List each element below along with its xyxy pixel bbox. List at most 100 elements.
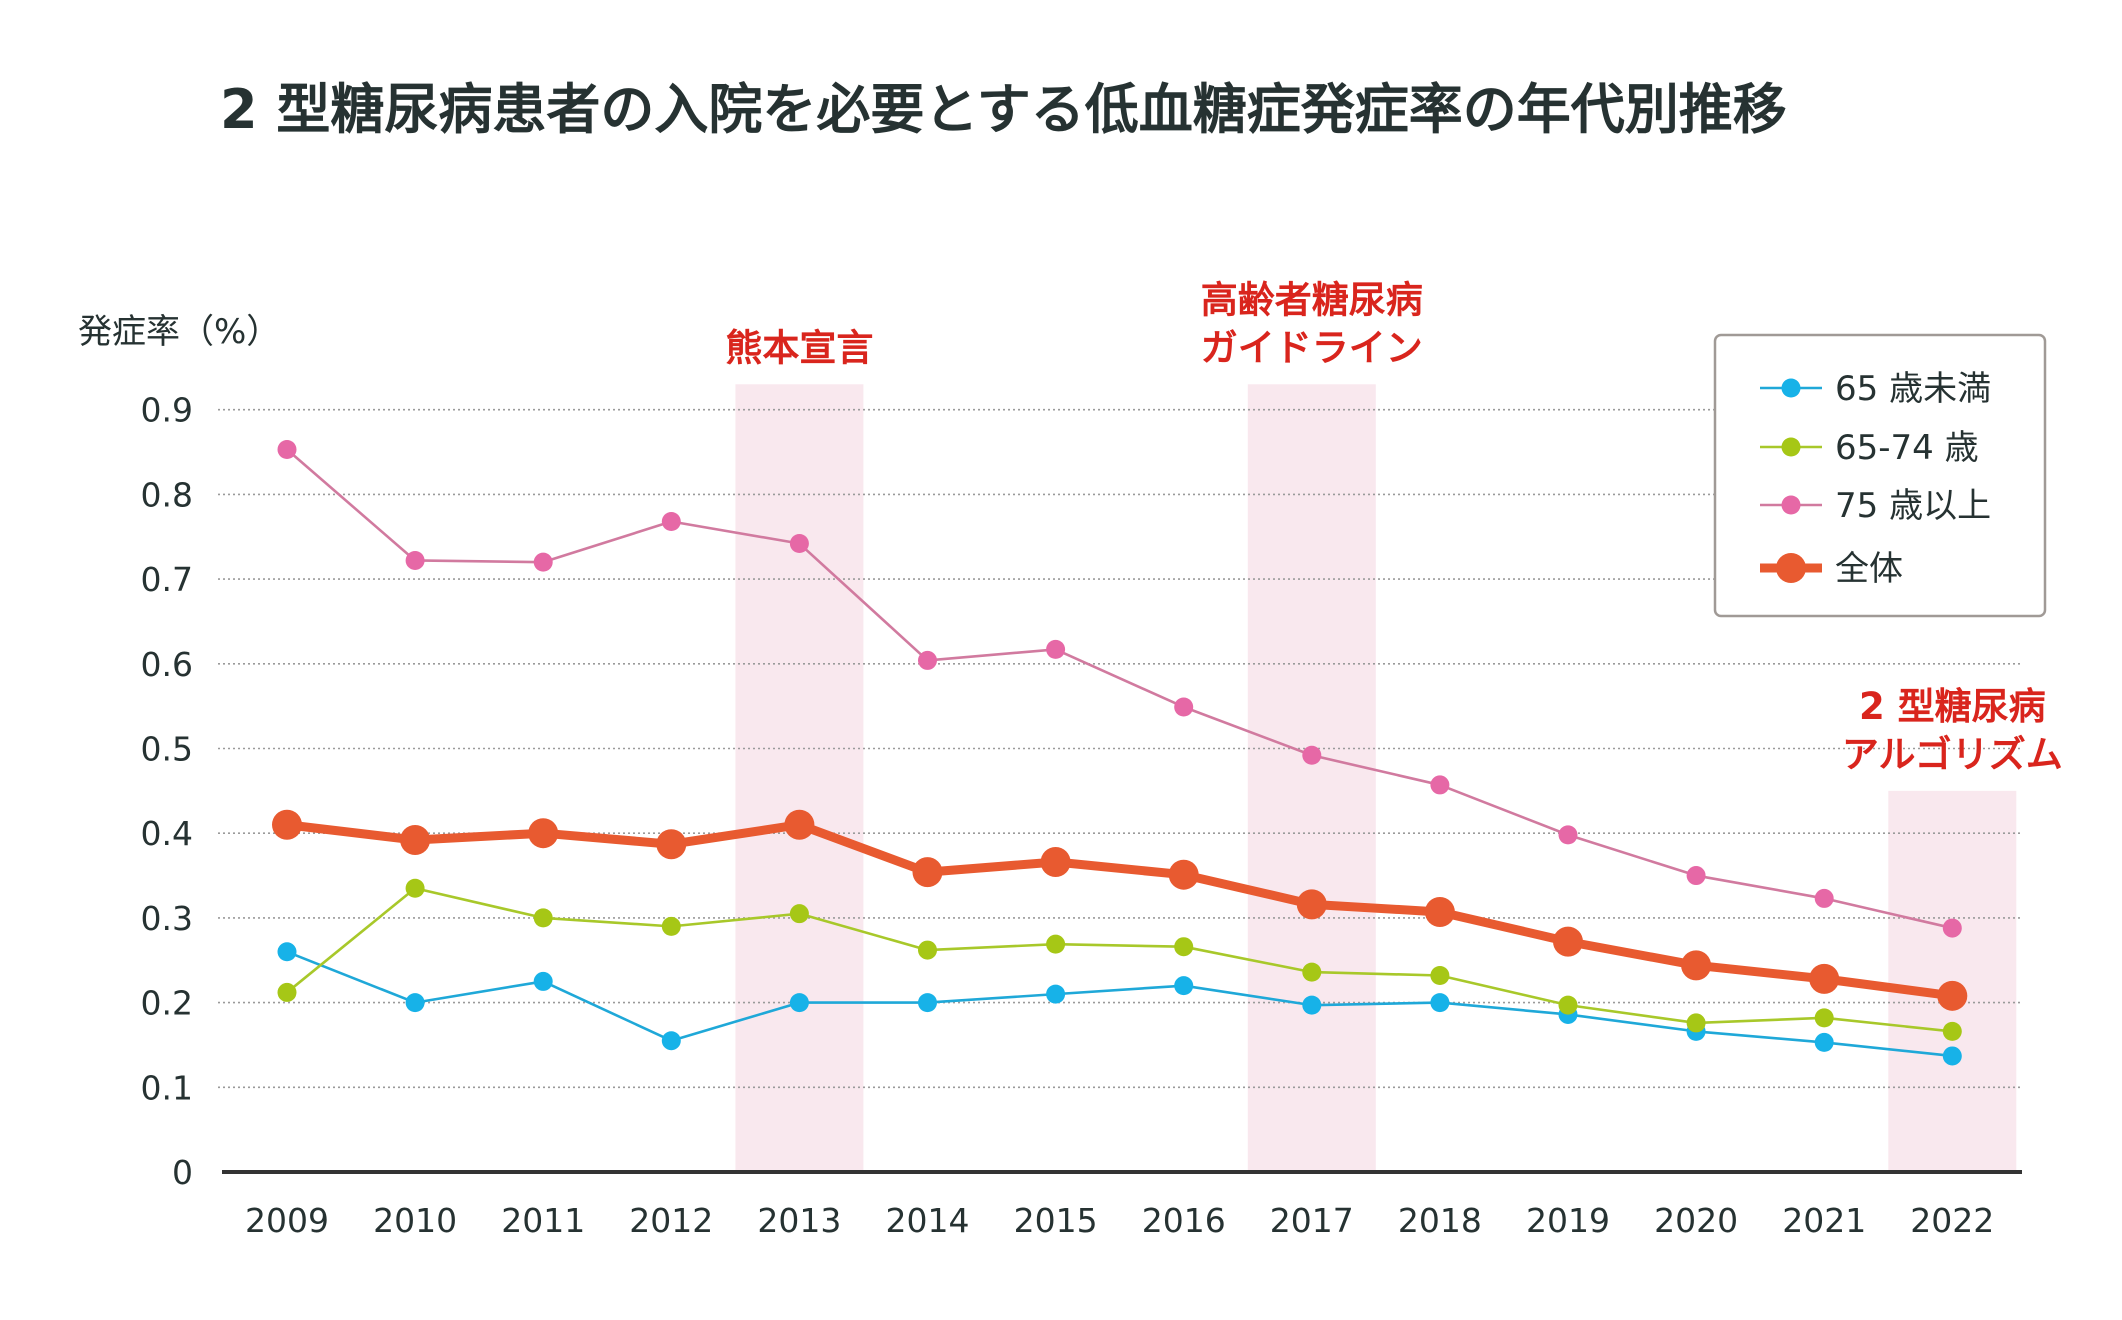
x-tick-label: 2015 [1014, 1201, 1098, 1240]
data-point [1296, 889, 1327, 920]
legend-item: 65-74 歳 [1760, 428, 1979, 468]
legend-item: 75 歳以上 [1760, 486, 1991, 526]
data-point [400, 824, 431, 855]
data-point [1942, 1046, 1962, 1066]
data-point [1174, 976, 1194, 996]
data-point [1430, 965, 1450, 985]
data-point [1814, 888, 1834, 908]
data-point [789, 904, 809, 924]
data-point [1942, 1021, 1962, 1041]
legend-item: 全体 [1760, 549, 1903, 589]
data-point [661, 916, 681, 936]
y-tick-label: 0.6 [141, 645, 193, 684]
annotation-label: ガイドライン [1201, 326, 1423, 369]
y-tick-label: 0.5 [141, 730, 193, 769]
highlight-band-2017 [1247, 384, 1376, 1170]
y-axis-ticks: 0 0.1 0.2 0.3 0.4 0.5 0.6 0.7 0.8 0.9 [141, 391, 193, 1192]
y-tick-label: 0.3 [141, 899, 193, 938]
annotation-label: アルゴリズム [1842, 733, 2063, 776]
series-3 [277, 440, 1962, 938]
data-point [1937, 980, 1968, 1011]
series-line [286, 886, 1953, 1033]
x-tick-label: 2018 [1398, 1201, 1482, 1240]
legend-marker-icon [1781, 378, 1801, 398]
x-tick-label: 2022 [1910, 1201, 1994, 1240]
x-axis-ticks: 2009 2010 2011 2012 2013 2014 2015 2016 2017 2018… [245, 1201, 1994, 1240]
series-group [272, 440, 1968, 1066]
x-tick-label: 2014 [886, 1201, 970, 1240]
series-2 [277, 878, 1962, 1041]
data-point [1553, 926, 1583, 957]
data-point [1814, 1008, 1834, 1028]
data-point [277, 440, 297, 460]
legend-marker-icon [1781, 437, 1801, 457]
data-point [1942, 918, 1962, 938]
data-point [272, 809, 302, 840]
data-point [1174, 697, 1194, 717]
data-point [1681, 950, 1712, 981]
annotation-label: 高齢者糖尿病 [1201, 278, 1423, 321]
x-tick-label: 2021 [1782, 1201, 1866, 1240]
legend-item: 65 歳未満 [1760, 369, 1991, 409]
data-point [1809, 963, 1840, 994]
legend-label: 75 歳以上 [1835, 486, 1991, 526]
x-tick-label: 2019 [1526, 1201, 1610, 1240]
annotation-label: 2 型糖尿病 [1859, 685, 2046, 728]
data-point [277, 942, 297, 962]
data-point [533, 552, 553, 572]
data-point [784, 809, 815, 840]
data-point [528, 818, 559, 849]
data-point [533, 971, 553, 991]
highlight-band-2013 [735, 384, 864, 1170]
data-point [1686, 866, 1706, 886]
series-1 [277, 942, 1962, 1066]
data-point [656, 829, 687, 860]
data-point [918, 993, 937, 1013]
data-point [918, 650, 937, 670]
series-line [286, 950, 1953, 1058]
data-point [789, 534, 809, 554]
x-tick-label: 2013 [757, 1201, 841, 1240]
data-point [1046, 984, 1066, 1004]
data-point [789, 993, 809, 1013]
y-tick-label: 0.8 [141, 475, 193, 514]
y-tick-label: 0.9 [141, 391, 193, 430]
x-tick-label: 2010 [373, 1201, 457, 1240]
legend-label: 65-74 歳 [1835, 428, 1979, 468]
legend-label: 65 歳未満 [1835, 369, 1991, 409]
data-point [661, 1031, 681, 1051]
data-point [405, 550, 425, 570]
data-point [912, 857, 943, 888]
data-point [1302, 962, 1322, 982]
y-axis-label: 発症率（%） [78, 312, 280, 352]
series-line [286, 448, 1953, 930]
data-point [405, 878, 425, 898]
data-point [1686, 1013, 1706, 1033]
y-tick-label: 0.4 [141, 814, 193, 853]
x-tick-label: 2020 [1654, 1201, 1738, 1240]
legend-label: 全体 [1835, 549, 1903, 589]
data-point [1302, 745, 1322, 765]
data-point [1168, 859, 1199, 890]
data-point [1424, 896, 1455, 927]
legend-box [1713, 333, 2047, 618]
y-tick-label: 0 [172, 1153, 193, 1192]
data-point [1302, 995, 1322, 1015]
y-tick-label: 0.7 [141, 560, 193, 599]
x-tick-label: 2016 [1142, 1201, 1226, 1240]
data-point [1040, 846, 1071, 877]
series-line [286, 820, 1953, 1001]
data-point [1046, 639, 1066, 659]
data-point [1430, 993, 1450, 1013]
data-point [1558, 825, 1578, 845]
legend-marker-icon [1776, 553, 1806, 583]
series-4 [272, 809, 1968, 1011]
legend-marker-icon [1781, 495, 1801, 515]
data-point [1558, 995, 1578, 1015]
chart-title: 2 型糖尿病患者の入院を必要とする低血糖症発症率の年代別推移 [220, 78, 1787, 141]
data-point [1430, 775, 1450, 795]
y-tick-label: 0.2 [141, 984, 193, 1023]
